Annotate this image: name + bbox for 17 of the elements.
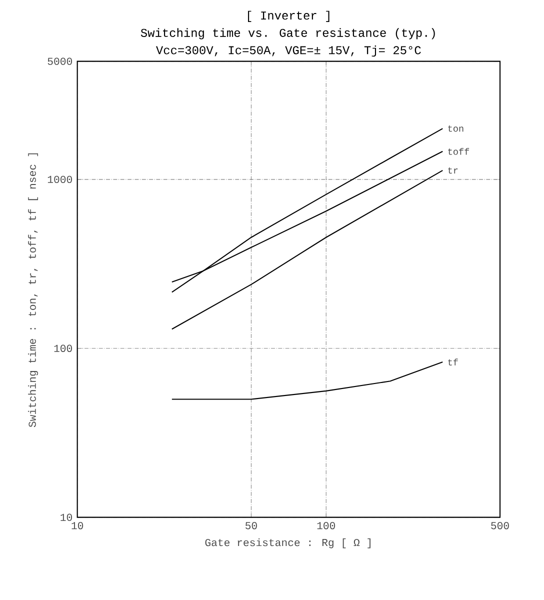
x-tick-label: 10 xyxy=(72,522,84,530)
x-tick-label: 500 xyxy=(491,522,509,530)
series-label: ton xyxy=(448,125,464,132)
chart-subtitle: Switching time vs. Gate resistance (typ.) xyxy=(140,28,435,40)
y-tick-label: 5000 xyxy=(48,58,72,65)
y-axis-title: Switching time : ton, tr, toff, tf [ nsec ] xyxy=(28,153,38,428)
x-axis-title: Gate resistance : Rg [ Ω ] xyxy=(205,538,370,548)
text: Vcc=300V, Ic=50A, VGE=± 15V, Tj= 25°C xyxy=(156,45,421,57)
series-label: tf xyxy=(448,358,458,366)
x-tick-label: 50 xyxy=(246,522,257,530)
series-label: toff xyxy=(448,148,470,155)
y-tick-label: 10 xyxy=(60,514,72,521)
x-tick-label: 100 xyxy=(317,522,336,530)
y-tick-label: 100 xyxy=(54,344,72,352)
chart-title: [ Inverter ] xyxy=(248,10,330,22)
series-label: tr xyxy=(448,167,458,174)
y-tick-label: 1000 xyxy=(48,176,72,184)
